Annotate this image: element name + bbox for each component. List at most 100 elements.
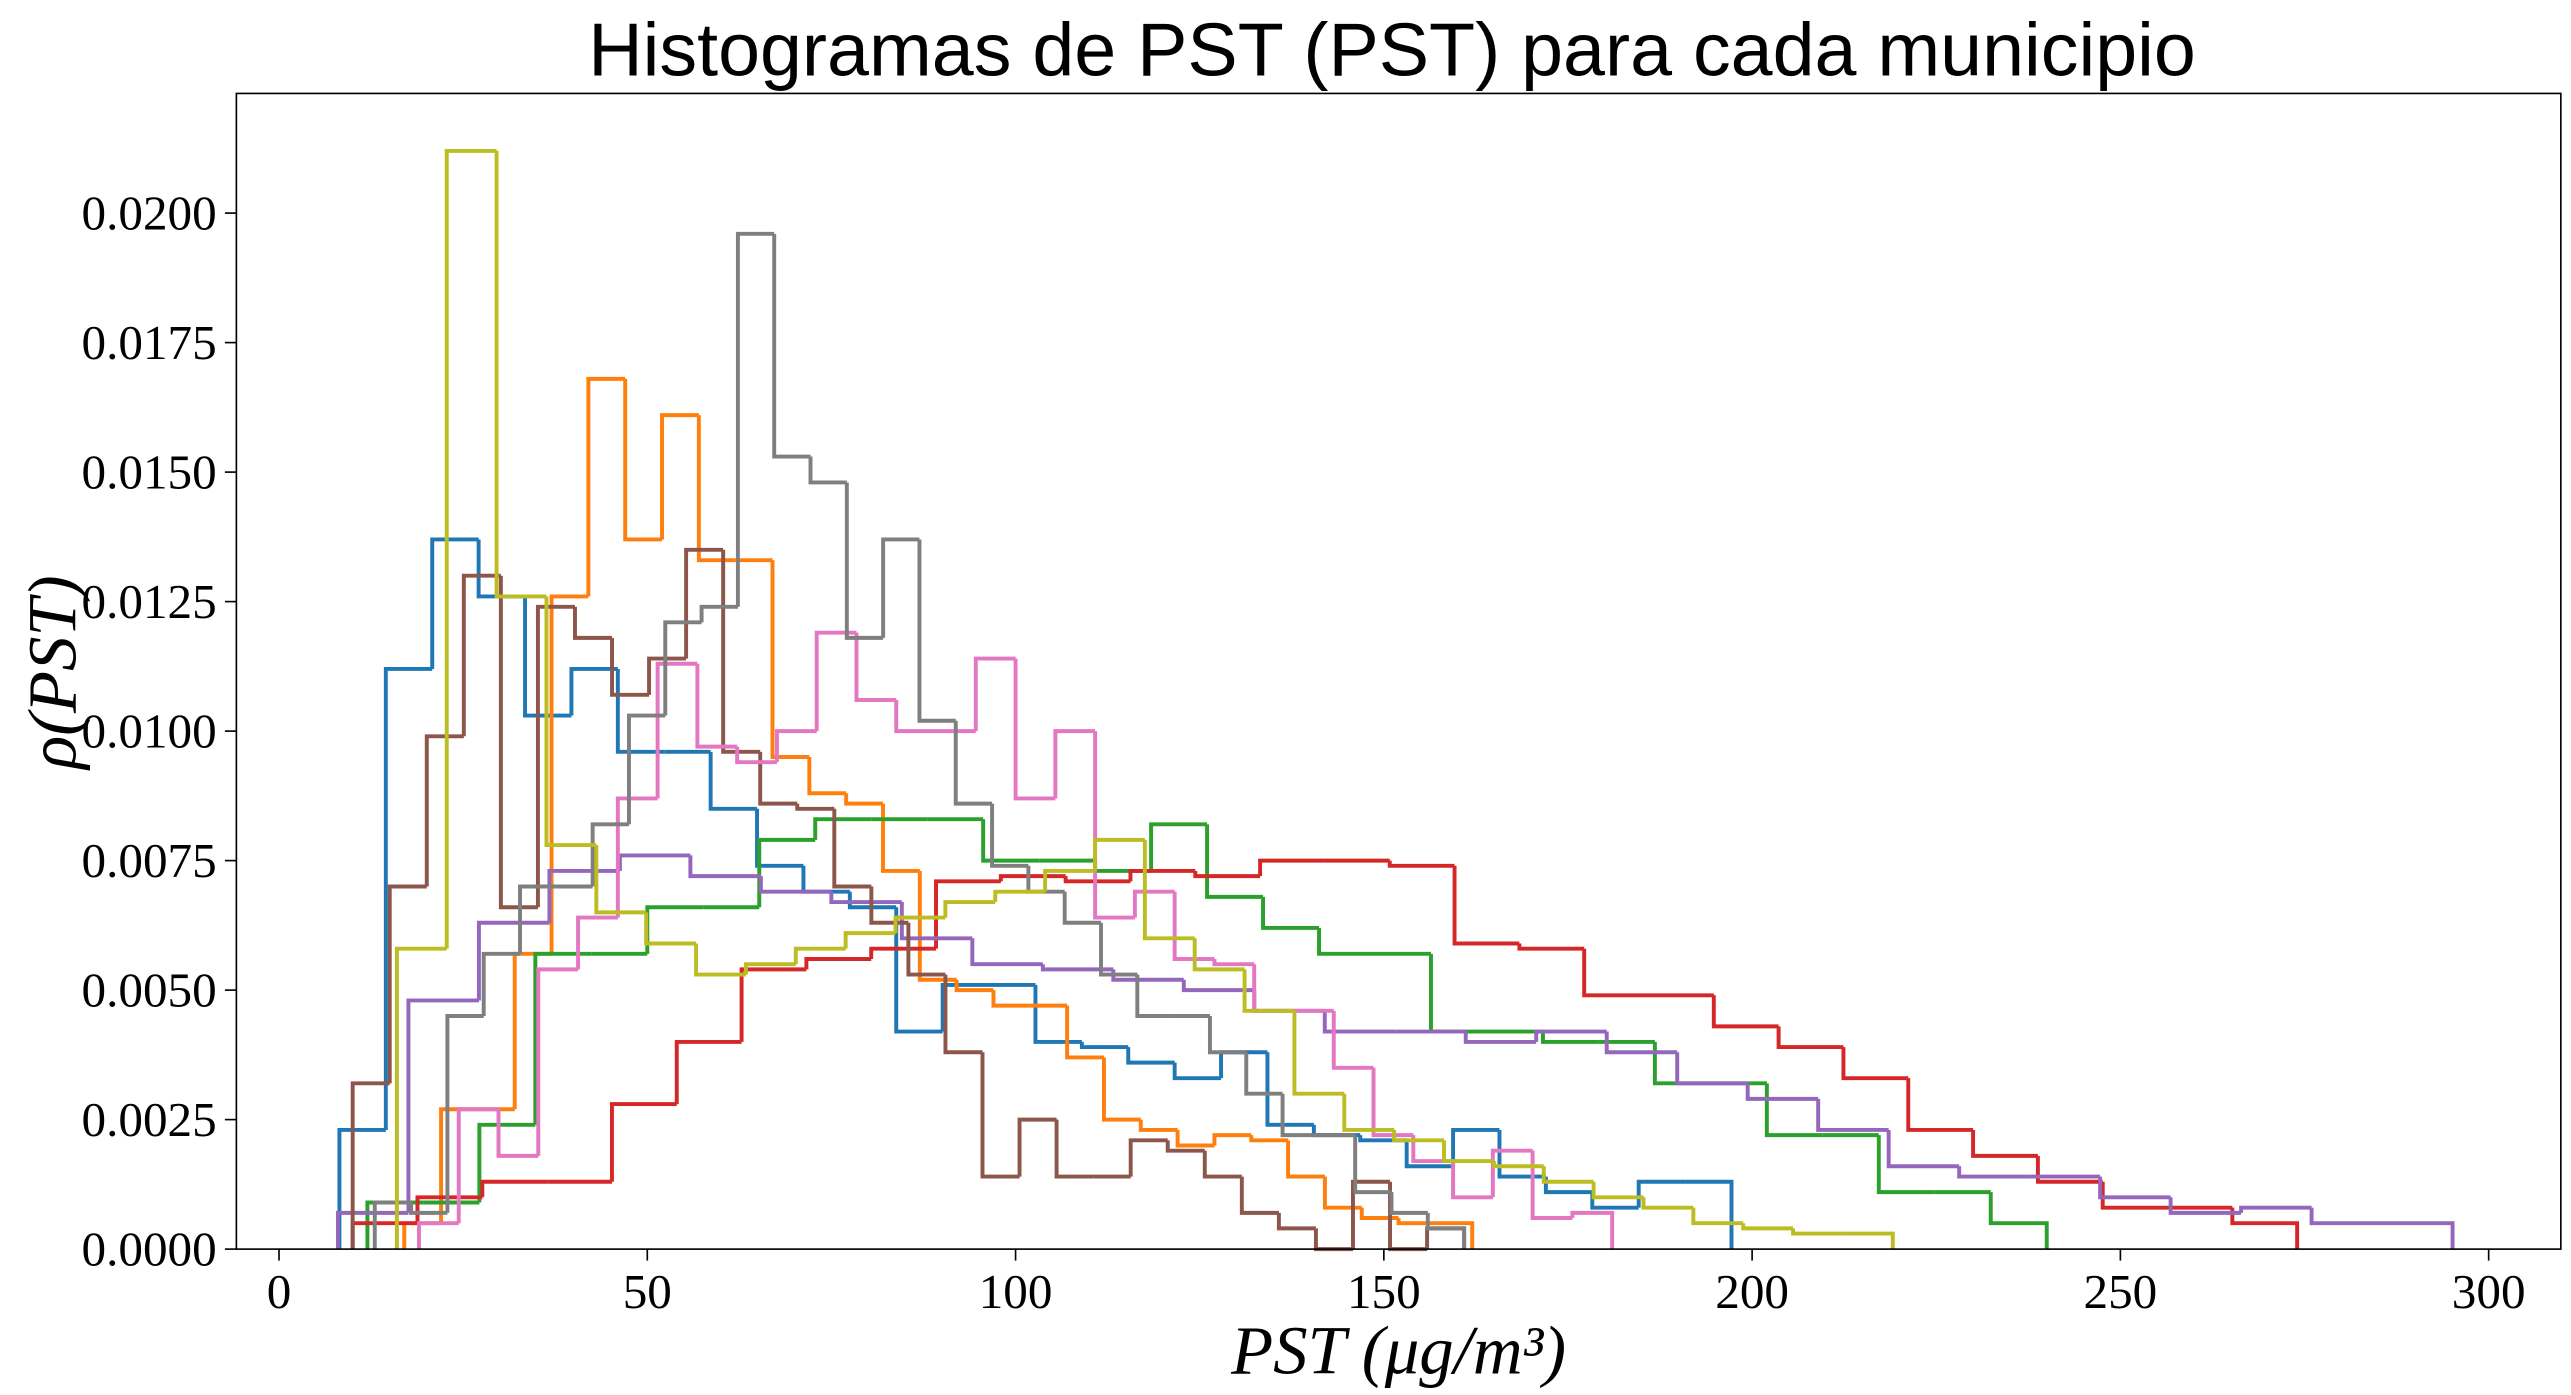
histogram-bin	[758, 876, 832, 894]
histogram-bin	[1128, 868, 1196, 882]
histogram-bin	[1286, 1140, 1325, 1179]
histogram-bin	[1135, 974, 1174, 1018]
histogram-bin	[808, 456, 847, 485]
histogram-bin	[881, 537, 920, 638]
histogram-bin	[829, 891, 902, 905]
histogram-bin	[573, 606, 613, 640]
histogram-bin	[1128, 1138, 1168, 1177]
histogram-bin	[869, 946, 937, 960]
histogram-bin	[544, 596, 597, 848]
histogram-bin	[1207, 1016, 1247, 1055]
histogram-bin	[1388, 1181, 1428, 1252]
histogram-bin	[535, 604, 575, 908]
histogram-bin	[854, 632, 897, 702]
histogram-bin	[1317, 927, 1376, 956]
chart-title: Histogramas de PST (PST) para cada munic…	[588, 7, 2196, 91]
histogram-bin	[586, 376, 626, 597]
histogram-bin	[387, 884, 427, 1084]
x-axis-label: PST (μg/m³)	[1230, 1313, 1566, 1389]
histogram-bin	[1040, 964, 1114, 972]
histogram-bin	[739, 967, 807, 1042]
histogram-bin	[934, 879, 1001, 949]
x-tick-label: 150	[1347, 1264, 1421, 1319]
y-tick-label: 0.0075	[82, 833, 217, 888]
histogram-bin	[1429, 953, 1487, 1034]
histogram-bin	[814, 630, 857, 732]
histogram-bin	[444, 148, 497, 949]
histogram-bin	[1342, 1093, 1395, 1132]
histogram-bin	[1404, 1140, 1454, 1169]
histogram-bin	[1425, 1212, 1467, 1250]
histogram-bin	[456, 1107, 499, 1224]
histogram-bin	[1442, 1140, 1494, 1164]
histogram-bin	[1906, 1078, 1974, 1132]
histogram-bin	[1149, 822, 1208, 871]
histogram-bin	[953, 720, 993, 806]
histogram-bin	[480, 1179, 548, 1198]
histogram-bin	[424, 734, 464, 887]
histogram-bin	[647, 656, 687, 695]
histogram-bin	[1239, 1176, 1279, 1215]
histogram-bin	[1604, 1031, 1678, 1055]
histogram-bin	[1371, 1067, 1414, 1138]
histogram-bin	[1392, 1129, 1445, 1143]
histogram-bin	[2382, 1221, 2455, 1250]
histogram-bin	[1132, 889, 1175, 918]
histogram-bin	[757, 837, 816, 908]
histogram-bin	[1181, 979, 1255, 993]
histogram-bin	[1043, 868, 1095, 892]
histogram-bin	[409, 1202, 448, 1215]
histogram-bin	[940, 982, 990, 1032]
histogram-bin	[335, 1210, 409, 1250]
histogram-bin	[1172, 1062, 1222, 1081]
histogram-bin	[1322, 1176, 1362, 1210]
histogram-bin	[881, 803, 920, 873]
histogram-bin	[906, 922, 946, 977]
histogram-bin	[981, 819, 1040, 863]
histogram-bin	[644, 912, 697, 946]
histogram-bin	[1451, 1161, 1493, 1200]
histogram-bin	[1876, 1135, 1935, 1195]
histogram-bin	[1764, 1083, 1823, 1138]
histogram-bin	[735, 231, 775, 607]
histogram-bin	[774, 729, 817, 763]
histogram-bin	[1062, 891, 1102, 925]
histogram-bin	[576, 915, 618, 970]
histogram-bin	[899, 902, 973, 941]
x-tick-label: 200	[1715, 1264, 1789, 1319]
histogram-bin	[1570, 1210, 1615, 1250]
histogram-bin	[1691, 1207, 1744, 1226]
histogram-bin	[954, 979, 994, 993]
histogram-bin	[1396, 1218, 1436, 1226]
histogram-bin	[1776, 1026, 1844, 1050]
histogram-bin	[547, 868, 620, 923]
histogram-bin	[990, 803, 1029, 868]
histogram-bin	[2168, 1197, 2242, 1215]
histogram-bin	[1099, 922, 1138, 977]
y-tick-label: 0.0100	[82, 703, 217, 758]
histogram-bin	[1452, 865, 1520, 946]
histogram-bin	[518, 884, 557, 954]
histogram-bin	[893, 915, 946, 934]
histogram-bin	[476, 920, 550, 1001]
histogram-bin	[615, 796, 658, 918]
histogram-bin	[1313, 1228, 1353, 1252]
histogram-bin	[674, 1039, 742, 1105]
histogram-bin	[2098, 1176, 2171, 1200]
histogram-bin	[1582, 948, 1649, 998]
histogram-bin	[512, 951, 552, 1110]
histogram-bin	[1491, 1161, 1544, 1169]
histogram-bin	[1435, 1221, 1475, 1250]
histogram-bin	[755, 808, 804, 868]
x-tick-label: 0	[267, 1264, 292, 1319]
histogram-bin	[1540, 1031, 1599, 1044]
histogram-bin	[461, 573, 501, 737]
histogram-bin	[498, 575, 538, 910]
histogram-bin	[2309, 1207, 2383, 1226]
histogram-bin	[832, 808, 872, 889]
histogram-bin	[417, 1221, 459, 1250]
histogram-bin	[1711, 995, 1779, 1029]
histogram-bin	[1252, 964, 1294, 1013]
histogram-bin	[1530, 1150, 1573, 1220]
histogram-bin	[1543, 1176, 1593, 1195]
